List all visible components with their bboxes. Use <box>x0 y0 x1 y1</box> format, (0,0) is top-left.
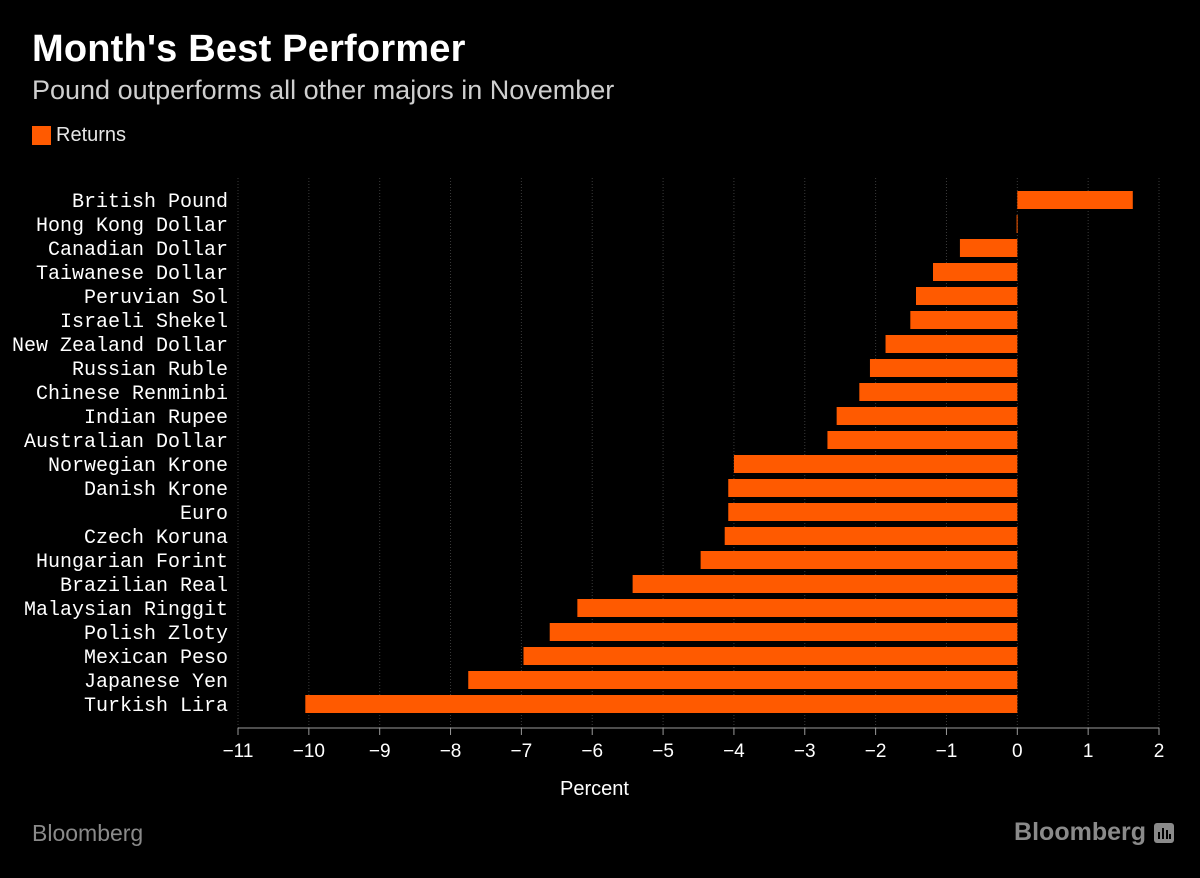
bar <box>523 647 1018 665</box>
x-tick-label: −11 <box>223 741 254 762</box>
x-tick-label: 2 <box>1154 741 1165 762</box>
x-tick-label: −1 <box>936 741 958 762</box>
bar <box>305 695 1018 713</box>
legend-swatch-returns <box>32 126 51 145</box>
category-label: Hungarian Forint <box>36 551 228 574</box>
category-label: Australian Dollar <box>24 431 228 454</box>
bar <box>577 599 1018 617</box>
x-tick-label: −7 <box>511 741 533 762</box>
category-label: Brazilian Real <box>60 575 228 598</box>
bar <box>915 287 1018 305</box>
bar <box>1016 215 1018 233</box>
category-label: Euro <box>180 503 228 526</box>
chart-title: Month's Best Performer <box>32 28 466 70</box>
bloomberg-terminal-icon <box>1154 822 1174 843</box>
legend-label-returns: Returns <box>56 124 127 146</box>
bar <box>1017 191 1133 209</box>
bloomberg-logo: Bloomberg <box>1014 818 1174 847</box>
category-label: Chinese Renminbi <box>36 383 228 406</box>
category-label: Mexican Peso <box>84 647 228 670</box>
bar <box>733 455 1018 473</box>
category-label: Polish Zloty <box>84 623 228 646</box>
category-label: Czech Koruna <box>84 527 228 550</box>
category-label: Russian Ruble <box>72 359 228 382</box>
x-tick-label: −3 <box>794 741 816 762</box>
bar <box>468 671 1018 689</box>
x-tick-label: −9 <box>369 741 391 762</box>
bar <box>959 239 1018 257</box>
category-label: Hong Kong Dollar <box>36 215 228 238</box>
bar <box>885 335 1018 353</box>
category-label: Taiwanese Dollar <box>36 263 228 286</box>
bar <box>549 623 1018 641</box>
x-tick-label: −6 <box>581 741 603 762</box>
bar <box>869 359 1018 377</box>
category-label: Peruvian Sol <box>84 287 228 310</box>
bar <box>836 407 1018 425</box>
x-tick-label: −4 <box>723 741 745 762</box>
x-tick-label: −8 <box>440 741 462 762</box>
bar <box>724 527 1018 545</box>
x-tick-label: −10 <box>293 741 325 762</box>
category-label: Canadian Dollar <box>48 239 228 262</box>
category-label: Indian Rupee <box>84 407 228 430</box>
category-label: New Zealand Dollar <box>12 335 228 358</box>
logo-text: Bloomberg <box>1014 818 1146 846</box>
x-tick-label: −2 <box>865 741 887 762</box>
category-label: Japanese Yen <box>84 671 228 694</box>
x-axis-title: Percent <box>560 778 629 800</box>
bar <box>933 263 1018 281</box>
category-label: Danish Krone <box>84 479 228 502</box>
bar <box>728 503 1018 521</box>
category-label: Israeli Shekel <box>60 311 228 334</box>
bar <box>910 311 1018 329</box>
category-label: Malaysian Ringgit <box>24 599 228 622</box>
legend: Returns <box>32 124 126 147</box>
category-label: British Pound <box>72 191 228 214</box>
x-tick-label: −5 <box>652 741 674 762</box>
bar <box>700 551 1018 569</box>
bar <box>728 479 1018 497</box>
bar <box>859 383 1018 401</box>
chart-subtitle: Pound outperforms all other majors in No… <box>32 75 615 105</box>
category-label: Turkish Lira <box>84 695 228 718</box>
x-tick-label: 1 <box>1083 741 1094 762</box>
source-label: Bloomberg <box>32 820 144 846</box>
category-label: Norwegian Krone <box>48 455 228 478</box>
bar <box>827 431 1018 449</box>
bar <box>632 575 1018 593</box>
x-tick-label: 0 <box>1012 741 1023 762</box>
